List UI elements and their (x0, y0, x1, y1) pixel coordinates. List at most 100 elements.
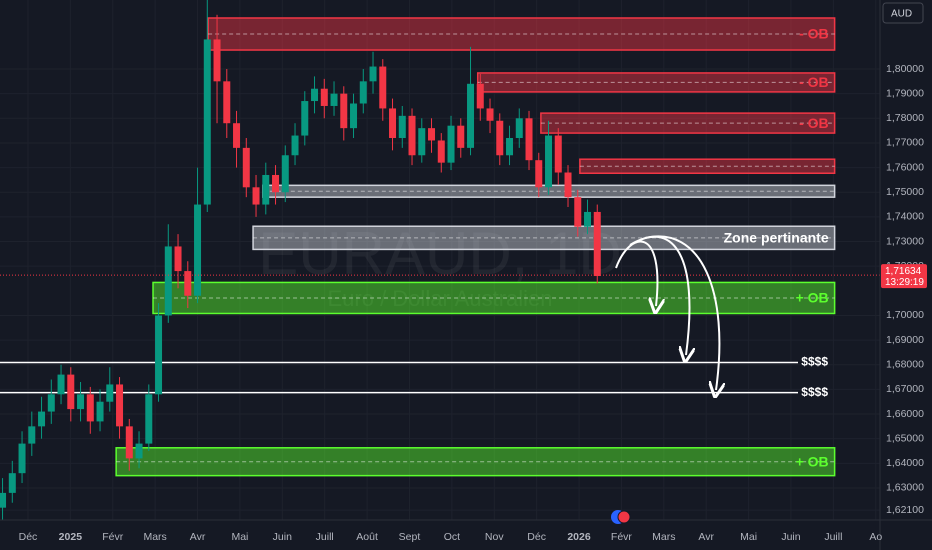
x-tick-label: Avr (698, 531, 714, 543)
candle-body (389, 108, 397, 139)
candle-body (242, 147, 250, 188)
candle-body (38, 411, 46, 427)
x-tick-label: Août (356, 531, 378, 543)
y-tick-label: 1,73000 (886, 235, 924, 247)
x-tick-label: Mars (652, 531, 675, 543)
arrows (615, 235, 719, 390)
x-tick-label: Déc (527, 531, 546, 543)
zone (152, 281, 836, 315)
candle-body (554, 135, 562, 173)
x-tick-label: Mars (143, 531, 166, 543)
level-label: $$$$ (801, 385, 828, 399)
candle-body (545, 135, 553, 188)
candle-body (593, 211, 601, 277)
event-icon[interactable] (617, 510, 631, 524)
candle-body (213, 39, 221, 82)
candle-body (476, 83, 484, 109)
countdown: 13:29:19 (885, 277, 924, 288)
candle-body (379, 66, 387, 109)
x-tick-label: Ao (869, 531, 882, 543)
candle-body (496, 120, 504, 156)
arrow (629, 235, 689, 355)
candle-body (281, 155, 289, 193)
candle-body (125, 426, 133, 459)
y-tick-label: 1,69000 (886, 334, 924, 346)
currency-box[interactable] (882, 2, 924, 24)
candle-body (398, 115, 406, 139)
x-tick-label: 2026 (567, 531, 591, 543)
zone-label: - OB (799, 115, 829, 131)
y-tick-label: 1,78000 (886, 112, 924, 124)
candle-body (28, 426, 36, 444)
y-tick-label: 1,77000 (886, 137, 924, 149)
candle-body (203, 39, 211, 205)
x-tick-label: Mai (231, 531, 248, 543)
candle-body (86, 394, 94, 422)
candle-body (467, 83, 475, 148)
x-tick-label: Févr (611, 531, 633, 543)
candle-body (164, 246, 172, 316)
candle-body (233, 123, 241, 148)
candle-body (67, 374, 75, 410)
last-price-box (881, 264, 927, 289)
candle-body (564, 172, 572, 198)
candle-body (223, 81, 231, 124)
candle-body (506, 138, 514, 156)
x-tick-label: Juin (781, 531, 800, 543)
candle-body (340, 93, 348, 129)
candle-body (8, 473, 16, 493)
y-tick-label: 1,66000 (886, 408, 924, 420)
currency[interactable]: AUD (891, 9, 912, 20)
zones: - OB - OB - OB Zone pertinante + OB + OB $$$$ $… (0, 17, 836, 477)
candle-body (408, 115, 416, 156)
x-tick-label: Juill (824, 531, 842, 543)
candle-body (77, 394, 85, 410)
candle-body (311, 88, 319, 102)
y-tick-label: 1,62100 (886, 504, 924, 516)
y-tick-label: 1,70000 (886, 309, 924, 321)
zone-label: - OB (799, 74, 829, 90)
candle-body (184, 271, 192, 296)
y-tick-label: 1,64000 (886, 457, 924, 469)
candle-body (174, 246, 182, 272)
candle-body (106, 384, 114, 402)
axes: 1,80000 1,79000 1,78000 1,77000 1,76000 1,750… (19, 63, 927, 543)
arrow (644, 235, 719, 390)
candle-body (291, 135, 299, 156)
y-tick-label: 1,68000 (886, 359, 924, 371)
y-tick-label: 1,79000 (886, 87, 924, 99)
zone-label: + OB (796, 290, 829, 306)
x-tick-label: Déc (19, 531, 38, 543)
candle-body (486, 108, 494, 121)
x-tick-label: Mai (740, 531, 757, 543)
candle-body (135, 443, 143, 459)
y-tick-label: 1,74000 (886, 211, 924, 223)
y-tick-label: 1,75000 (886, 186, 924, 198)
last-price-label: 1,71634 (885, 266, 922, 277)
candle-body (437, 140, 445, 163)
candle-body (194, 204, 202, 296)
candle-body (525, 118, 533, 161)
candle-body (320, 88, 328, 106)
level-label: $$$$ (801, 355, 828, 369)
candle-body (57, 374, 65, 395)
candle-body (428, 128, 436, 141)
candle-body (252, 187, 260, 205)
candle-body (574, 197, 582, 227)
y-tick-label: 1,76000 (886, 161, 924, 173)
candle-body (301, 101, 309, 136)
zone-label: Zone pertinante (724, 230, 829, 246)
candle-body (515, 118, 523, 139)
x-tick-label: Juin (273, 531, 292, 543)
candles (0, 0, 880, 520)
candle-body (262, 174, 270, 205)
zone (207, 17, 836, 51)
arrow (615, 240, 657, 306)
x-tick-label: Nov (485, 531, 504, 543)
candle-body (145, 394, 153, 444)
x-tick-label: Juill (316, 531, 334, 543)
x-tick-label: Oct (444, 531, 460, 543)
zone-label: + OB (796, 453, 829, 469)
